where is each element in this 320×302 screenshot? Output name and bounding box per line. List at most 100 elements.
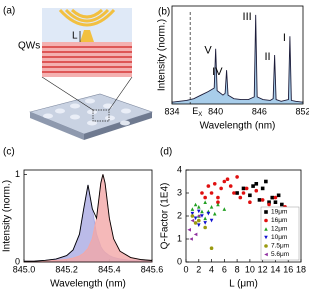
marker-label-main: E [192,106,198,116]
peak-label: IV [212,66,223,78]
data-point [235,191,239,195]
data-point [228,184,233,188]
panel-label: (b) [158,7,170,18]
data-point [209,191,214,195]
data-point [206,184,211,188]
data-point [196,209,201,214]
data-point [260,198,265,202]
x-tick-label: 840 [208,106,223,116]
x-tick-label: 18 [296,264,306,274]
mode-profile [58,8,116,27]
cavities [43,98,131,126]
fit-line [23,174,153,262]
y-tick-label: 0 [177,256,182,266]
zoom-line [41,76,94,111]
data-point [189,237,193,241]
x-tick-label: 12 [258,264,268,274]
legend-label: 10μm [271,234,287,241]
y-tick-label: 3 [177,187,182,197]
legend-label: 5.6μm [271,251,289,258]
axes-frame [185,169,302,263]
panel-label: (d) [160,147,172,158]
legend-marker [264,252,268,257]
x-tick-label: 16 [283,264,293,274]
data-point [203,225,207,230]
x-tick-label: 0 [183,264,188,274]
data-point [203,216,207,221]
y-tick-label: 4 [177,164,182,174]
qw-layers [42,42,132,77]
x-axis-label: L (μm) [229,279,258,290]
legend-box [260,206,300,261]
panel-label: (c) [3,147,15,158]
figure: (a) L QWs (b) Wavelength (nm) Intensity (n… [2,5,309,290]
data-point [238,195,243,200]
zoom-line [108,76,133,111]
data-point [209,218,214,223]
marker-label-sub: X [198,112,202,118]
legend-label: 7.5μm [271,243,289,250]
data-point [257,198,262,202]
axes-frame [171,5,304,105]
x-tick-label: 845.6 [141,264,164,274]
data-point [232,191,236,195]
marker-label: EX [192,106,202,117]
legend-label: 19μm [271,209,287,216]
y-axis-label: Intensity (norm.) [157,19,168,91]
panel-label: (a) [3,6,15,17]
data-point [222,179,227,184]
y-axis-label: Intensity (norm.) [2,180,13,252]
data-point [241,191,246,195]
x-tick-label: 14 [270,264,280,274]
data-point [216,202,220,207]
data-point [203,221,207,225]
data-point [244,186,249,191]
data-point [203,195,207,200]
legend-label: 16μm [271,217,287,224]
zoom-box [92,109,110,122]
data-point [209,205,214,209]
legend-marker [264,218,268,223]
data-point [273,195,278,200]
qw-label: QWs [18,41,40,52]
x-tick-label: 846 [252,106,267,116]
data-point [267,200,271,204]
data-point [203,200,207,204]
x-tick-label: 8 [235,264,240,274]
x-tick-label: 4 [209,264,214,274]
legend-marker [264,227,268,231]
y-tick-label: 2 [177,210,182,220]
x-axis-label: Wavelength (nm) [50,279,126,290]
spectrum-line [171,14,304,103]
axes-frame [23,169,153,263]
data-point [248,200,252,204]
legend-label: 12μm [271,226,287,233]
data-point [267,202,271,207]
data-point [260,186,265,191]
mode-core [80,30,94,42]
data-point [187,228,191,232]
x-axis-label: Wavelength (nm) [200,121,276,132]
data-point [219,186,223,191]
peak-label: I [283,32,286,44]
x-tick-label: 10 [245,264,255,274]
data-point [235,175,239,179]
slab-side [84,112,152,140]
legend-marker [264,244,268,248]
y-tick-label: 1 [177,233,182,243]
data-point [193,202,198,207]
data-point [190,211,195,216]
data-point [254,188,259,193]
spectrum-fill [172,14,303,105]
schematic: (a) L QWs [3,6,153,140]
data-point [193,232,198,237]
qw-lines [42,46,132,73]
x-tick-label: 845.4 [98,264,121,274]
data-point [196,223,201,227]
data-point [270,195,275,200]
x-tick-label: 852 [295,106,309,116]
length-label: L [72,31,78,42]
data-point [222,207,227,211]
y-axis-label: Q-Factor (1E4) [160,183,171,250]
peak-label: II [264,51,270,63]
